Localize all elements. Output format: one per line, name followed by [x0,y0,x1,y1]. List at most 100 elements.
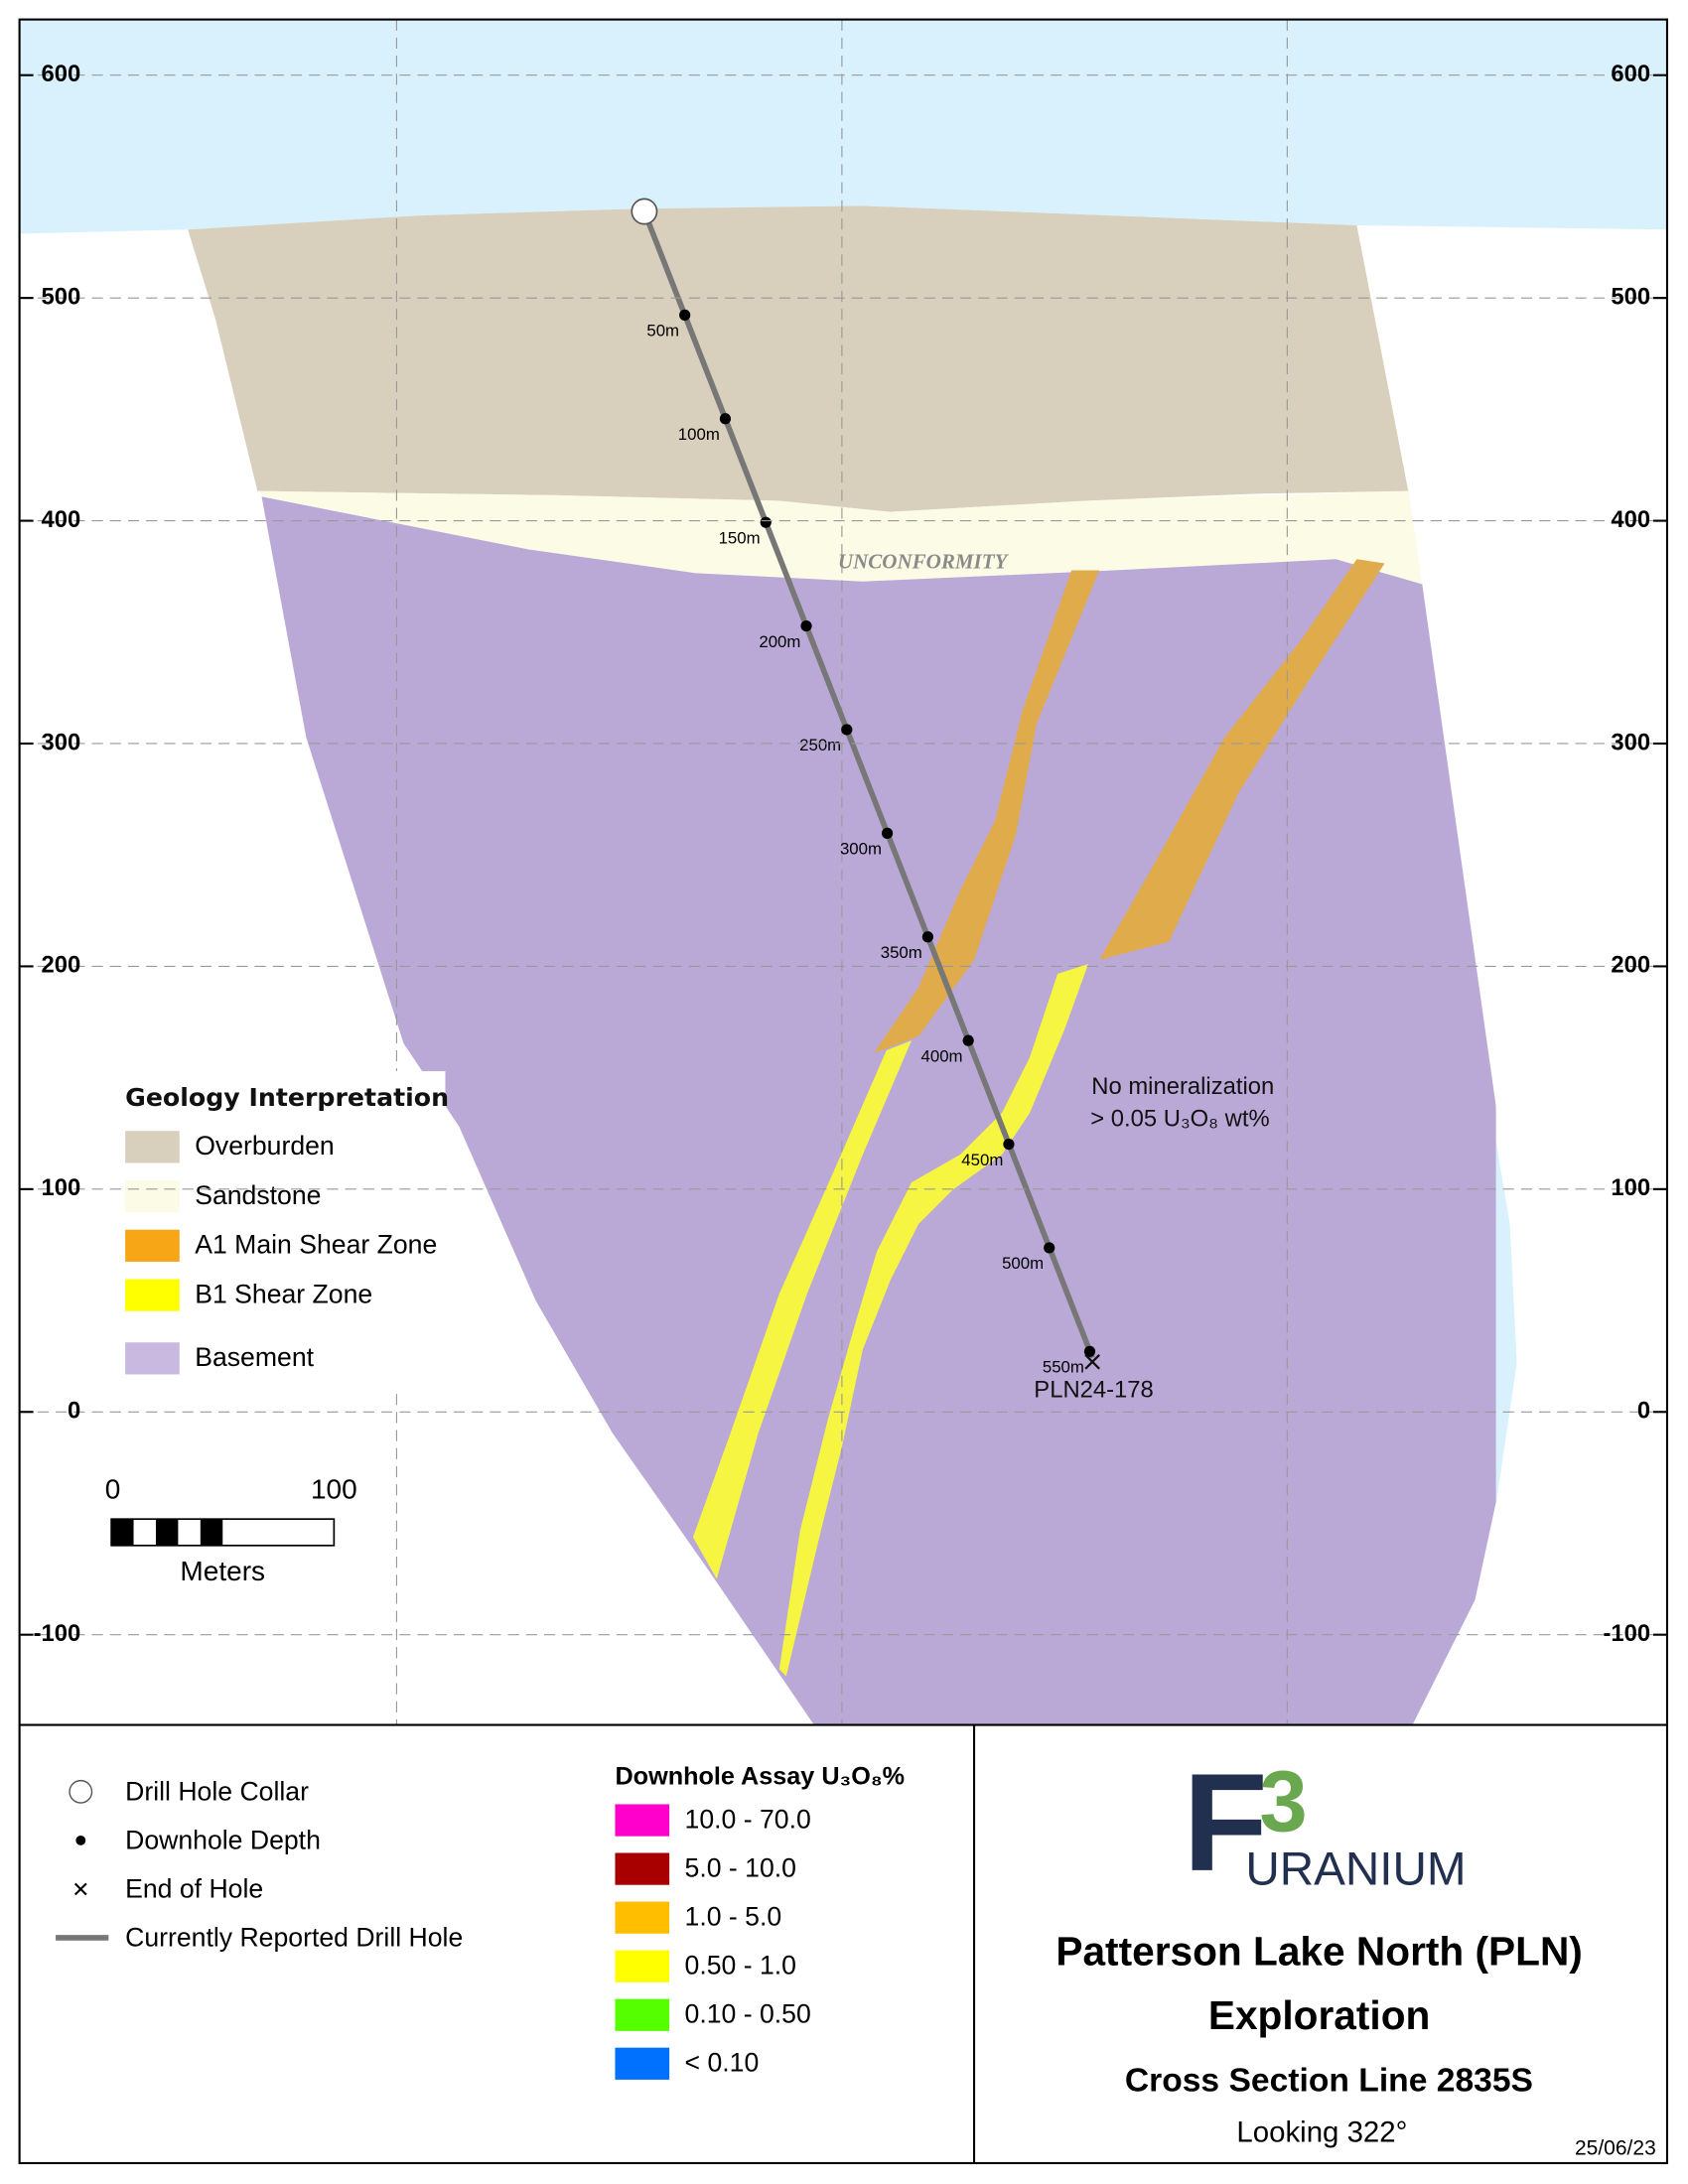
legend-label: Drill Hole Collar [125,1776,309,1806]
end-of-hole [1084,1354,1100,1370]
direction: Looking 322° [1236,2116,1407,2148]
legend-label: End of Hole [125,1873,263,1903]
assay-legend: Downhole Assay U₃O₈% 10.0 - 70.0 5.0 - 10… [615,1762,905,2080]
depth-label: 200m [759,632,800,651]
b1-shear-zone [778,964,1088,1677]
grid [395,19,1288,1725]
legend-swatch [125,1179,180,1213]
depth-dot [1003,1138,1015,1151]
legend-swatch [615,2047,670,2080]
scale-segment [155,1519,179,1546]
a1-shear-zone [874,570,1100,1053]
depth-label: 350m [881,943,922,962]
note: No mineralization [1091,1073,1274,1100]
legend-swatch [125,1229,180,1262]
legend-swatch [615,1950,670,1982]
depth-dot [881,827,894,839]
legend-label: 1.0 - 5.0 [685,1901,782,1931]
logo-word: URANIUM [1245,1843,1466,1896]
depth-dot [719,413,732,425]
a1-shear-zone [1099,559,1385,960]
logo: F 3 URANIUM [1183,1744,1466,1900]
legend-label: Overburden [195,1131,335,1160]
y-tick-label: 0 [68,1398,80,1425]
overburden [188,205,1409,512]
y-tick-label: 200 [1611,952,1650,979]
depth-dot [679,309,691,321]
legend-label: A1 Main Shear Zone [195,1230,437,1260]
depth-label: 300m [840,840,882,859]
y-tick-label: 100 [42,1174,81,1201]
depth-dot [962,1034,974,1046]
legend-label: 5.0 - 10.0 [685,1852,796,1882]
depth-label: 550m [1043,1358,1084,1377]
end-symbol [73,1882,87,1896]
legend-title: Geology Interpretation [125,1083,449,1112]
depth-dot [800,619,812,632]
date: 25/06/23 [1575,2137,1656,2160]
scale-label: 100 [311,1474,357,1505]
collar [631,198,658,225]
collar-symbol [69,1779,93,1804]
depth-dot [841,724,853,736]
depth-dot [1044,1242,1055,1254]
legend-label: < 0.10 [685,2048,760,2078]
sky [19,19,1667,234]
legend-label: B1 Shear Zone [195,1279,372,1308]
y-tick-label: 400 [1611,506,1650,533]
b1-shear-zone [692,1040,912,1579]
symbol-legend: Drill Hole Collar Downhole Depth End of … [56,1776,463,1952]
depth-symbol [75,1835,86,1845]
legend-label: Basement [195,1342,314,1372]
logo-letter: F [1183,1744,1268,1900]
y-tick-label: 600 [1611,61,1650,87]
legend-label: 10.0 - 70.0 [685,1804,811,1834]
y-tick-label: 100 [1611,1174,1650,1201]
scale-bar: 0 100 Meters [105,1474,357,1587]
scale-segment [111,1519,134,1546]
legend-swatch [615,1852,670,1885]
note: > 0.05 U₃O₈ wt% [1090,1105,1269,1132]
y-tick-label: 200 [42,952,81,979]
depth-dot [921,931,933,943]
scale-label: 0 [105,1474,121,1505]
hole-name: PLN24-178 [1034,1377,1153,1404]
depth-label: 50m [646,322,679,341]
elevation-axis: 600 600 500 500 400 400 300 300 200 200 100 100 0 0 -1… [19,61,1667,1647]
logo-number: 3 [1259,1754,1307,1850]
legend-swatch [125,1342,180,1375]
geology-legend: Geology Interpretation Overburden Sandsto… [125,1083,449,1375]
unconformity-label: UNCONFORMITY [838,549,1010,573]
y-tick-label: -100 [1603,1620,1650,1647]
legend-label: Downhole Depth [125,1825,321,1854]
legend-label: Sandstone [195,1180,321,1210]
scale-segment [200,1519,223,1546]
depth-label: 500m [1002,1254,1044,1273]
depth-markers: 50m 100m 150m 200m 250m 300m 350m 400m 450m 500m 5… [646,309,1096,1377]
legend-label: 0.50 - 1.0 [685,1950,796,1979]
y-tick-label: 300 [42,729,81,755]
y-tick-label: -100 [34,1620,81,1647]
y-tick-label: 600 [42,61,81,87]
depth-dot [1083,1345,1096,1357]
depth-dot [760,516,772,528]
drill-hole [641,209,1095,1359]
legend-swatch [615,1901,670,1934]
y-tick-label: 400 [42,506,81,533]
depth-label: 150m [719,528,761,547]
legend-label: 0.10 - 0.50 [685,1998,811,2028]
subtitle: Cross Section Line 2835S [1125,2063,1533,2100]
legend-title: Downhole Assay U₃O₈% [615,1762,905,1790]
depth-label: 400m [921,1046,963,1065]
title: Patterson Lake North (PLN) [1055,1929,1582,1975]
legend-label: Currently Reported Drill Hole [125,1922,463,1952]
y-tick-label: 500 [42,283,81,310]
depth-label: 250m [799,736,841,754]
frame [18,18,1669,2165]
legend-swatch [615,1998,670,2031]
legend-swatch [125,1279,180,1311]
scale-unit: Meters [180,1556,265,1586]
